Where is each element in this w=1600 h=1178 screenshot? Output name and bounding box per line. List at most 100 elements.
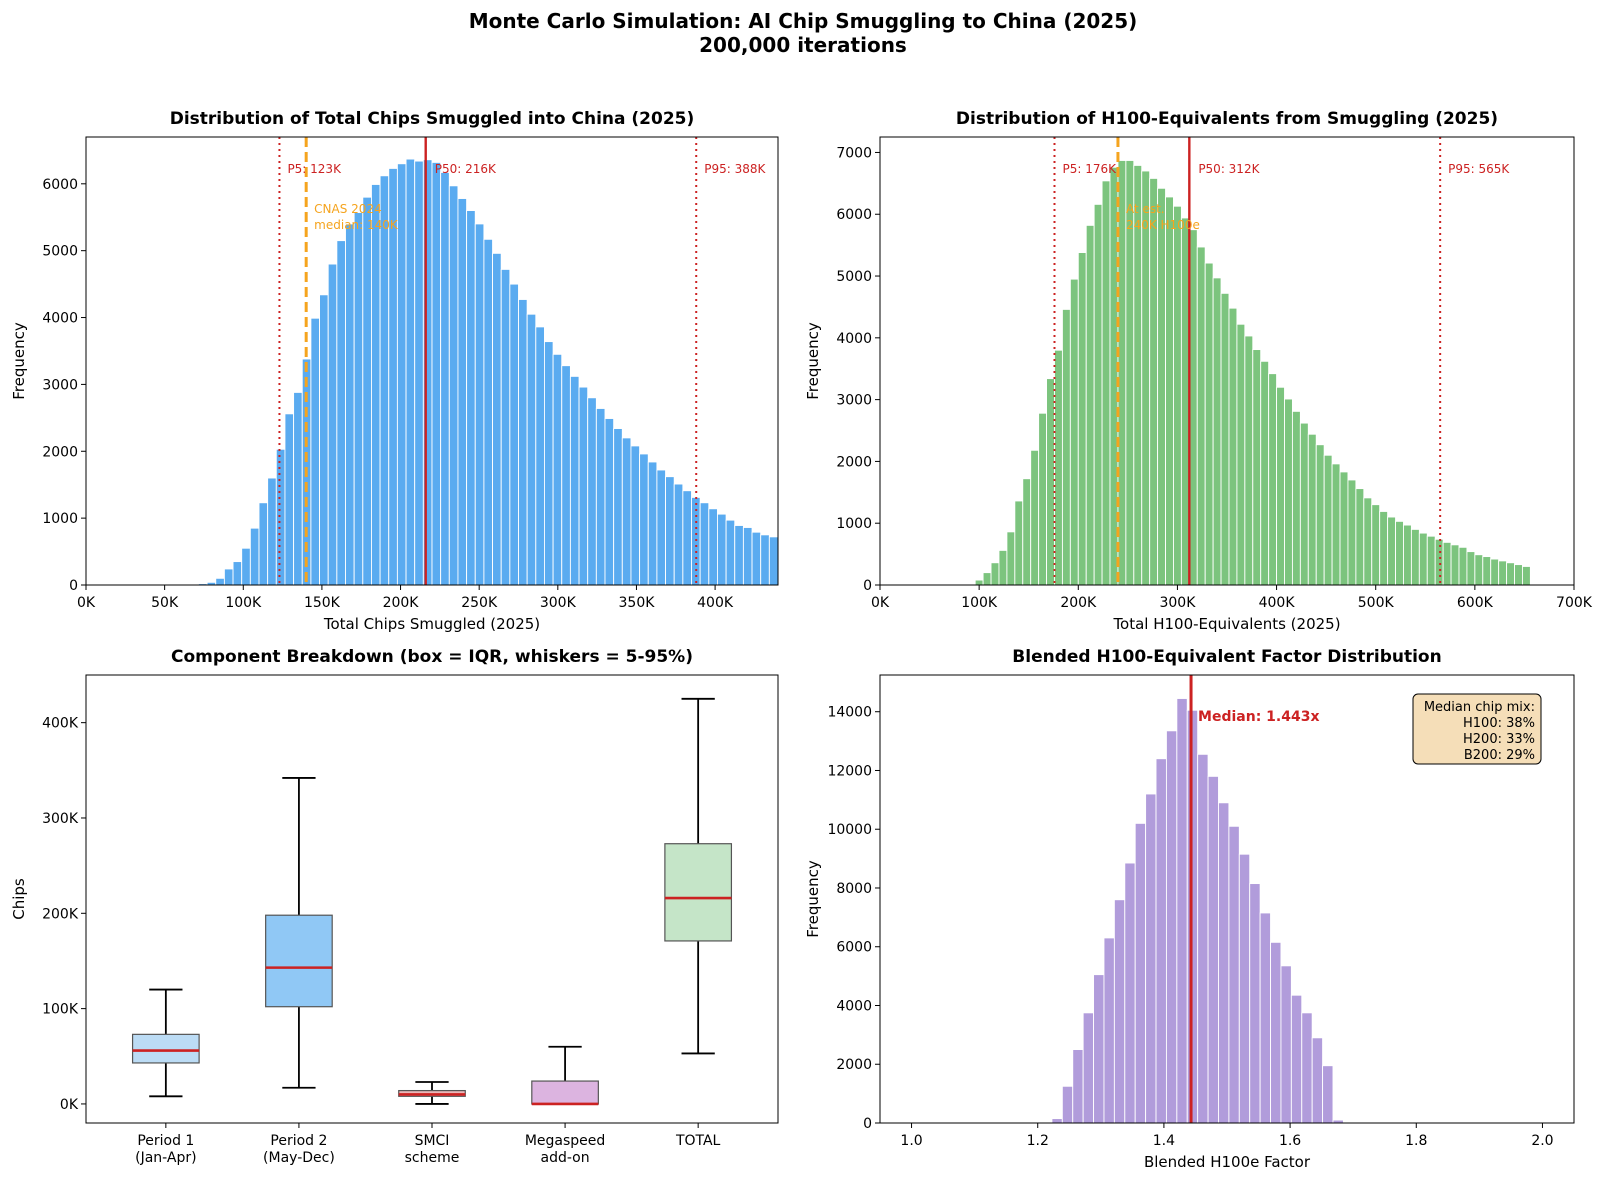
reference-label-line2: median: 140K [314, 218, 399, 232]
histogram-bar [595, 408, 606, 585]
x-tick-label: 300K [1159, 595, 1196, 611]
histogram-bar [1299, 422, 1309, 585]
histogram-bar [293, 391, 303, 585]
histogram-bar [1339, 471, 1349, 585]
histogram-bar [604, 418, 615, 585]
histogram-bar [656, 469, 667, 585]
histogram-bar [1301, 1012, 1313, 1123]
histogram-bar [1514, 564, 1523, 585]
histogram-bar [847, 558, 856, 585]
chart-components: Period 1(Jan-Apr) Period 2(May-Dec) SMCIsc… [10, 647, 779, 1166]
y-tick-label: 0 [69, 578, 78, 594]
legend-row: H100: 38% [1463, 716, 1535, 731]
category-label-line1: TOTAL [675, 1133, 721, 1149]
y-tick-label: 100K [42, 1002, 79, 1018]
y-tick-label: 4000 [42, 311, 78, 327]
x-tick-label: 500K [1358, 595, 1395, 611]
x-tick-label: 1.0 [900, 1133, 922, 1149]
histogram-bar [1355, 488, 1365, 585]
legend-box [1412, 693, 1542, 765]
histogram-bar [362, 196, 372, 585]
histogram-bar [1418, 532, 1428, 585]
histogram-bar [267, 477, 277, 585]
histogram-bar [630, 445, 641, 585]
box-1 [265, 777, 333, 1089]
percentile-label: P95: 388K [704, 162, 766, 176]
histogram-bar [1085, 224, 1095, 585]
category-label-line2: scheme [405, 1150, 460, 1166]
plot-frame [879, 674, 1575, 1124]
histogram-bar [1155, 758, 1167, 1123]
histogram-bar [249, 527, 260, 585]
histogram-bar [830, 553, 839, 585]
x-tick-label: 100K [961, 595, 998, 611]
category-label-line2: (Jan-Apr) [135, 1150, 196, 1166]
x-tick-label: 700K [1556, 595, 1593, 611]
histogram-bar [578, 386, 589, 585]
x-tick-label: 200K [383, 595, 420, 611]
histogram-bar [440, 171, 450, 585]
histogram-bar [1061, 308, 1071, 585]
histogram-bar [1204, 262, 1214, 585]
histogram-bar [258, 502, 269, 585]
iqr-box [265, 914, 333, 1008]
box-4 [664, 697, 733, 1055]
bar-series [189, 158, 856, 585]
median-label: P50: 216K [435, 162, 497, 176]
histogram-bar [1157, 187, 1166, 585]
chart-chips: P5: 123K P95: 388K CNAS 2024 median: 140K P5… [10, 109, 856, 633]
legend-row: H200: 33% [1463, 732, 1535, 747]
histogram-bar [1236, 323, 1246, 585]
histogram-bar [1284, 398, 1293, 585]
y-tick-label: 2000 [42, 444, 78, 460]
histogram-bar [1276, 386, 1285, 585]
histogram-bar [1228, 307, 1238, 585]
histogram-bar [371, 184, 381, 585]
histogram-bar [665, 476, 675, 585]
histogram-bar [587, 397, 597, 585]
histogram-bar [1046, 378, 1055, 585]
histogram-bar [1145, 793, 1157, 1123]
y-axis-label: Frequency [10, 322, 28, 400]
histogram-bar [1103, 937, 1115, 1123]
percentile-label: P95: 565K [1448, 162, 1510, 176]
x-tick-label: 600K [1457, 595, 1494, 611]
histogram-bar [1218, 802, 1230, 1123]
y-tick-label: 2000 [836, 1057, 872, 1073]
histogram-bar [1220, 292, 1230, 585]
x-tick-label: 0K [77, 595, 96, 611]
histogram-bar [1149, 177, 1159, 585]
histogram-bar [241, 547, 251, 585]
histogram-bar [483, 238, 493, 585]
histogram-bar [1426, 535, 1436, 585]
histogram-bar [751, 531, 762, 585]
histogram-bar [466, 210, 476, 585]
histogram-bar [1410, 528, 1420, 585]
category-label-line1: SMCI [415, 1133, 450, 1149]
y-tick-label: 7000 [836, 145, 872, 161]
y-tick-label: 10000 [827, 822, 872, 838]
histogram-bar [379, 175, 390, 585]
percentile-label: P5: 123K [287, 162, 342, 176]
marker-lines [278, 137, 698, 585]
y-tick-label: 3000 [42, 377, 78, 393]
histogram-bar [345, 223, 355, 585]
chart-title: Component Breakdown (box = IQR, whiskers… [171, 647, 693, 667]
histogram-bar [1054, 349, 1063, 585]
histogram-bar [708, 508, 718, 585]
chart-title: Blended H100-Equivalent Factor Distribut… [1012, 647, 1441, 667]
histogram-bar [1387, 516, 1396, 585]
chart-factor: Median: 1.443x Median chip mix:H100: 38%H… [804, 647, 1575, 1171]
histogram-bar [405, 158, 416, 585]
histogram-bar [1498, 560, 1508, 585]
histogram-bar [1238, 853, 1251, 1123]
chart-h100e: P5: 176K P95: 565K At est. 240K H100e P50: 3… [804, 109, 1593, 633]
histogram-bar [1006, 531, 1016, 585]
legend-row: B200: 29% [1464, 748, 1535, 763]
histogram-bar [1212, 277, 1222, 585]
histogram-bar [561, 365, 571, 585]
histogram-bar [821, 552, 830, 585]
y-tick-label: 4000 [836, 998, 872, 1014]
histogram-bar [717, 513, 727, 585]
